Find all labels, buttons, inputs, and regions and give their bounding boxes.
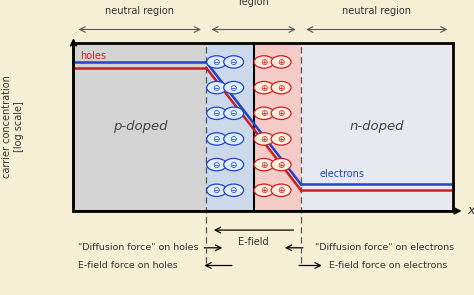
- Circle shape: [271, 158, 291, 171]
- Text: E-field force on holes: E-field force on holes: [78, 261, 178, 270]
- Text: $\oplus$: $\oplus$: [277, 185, 285, 195]
- Circle shape: [224, 133, 244, 145]
- Text: E-field force on electrons: E-field force on electrons: [329, 261, 448, 270]
- Circle shape: [271, 133, 291, 145]
- Circle shape: [271, 81, 291, 94]
- Bar: [254, 43, 301, 211]
- Bar: [301, 43, 453, 211]
- Text: neutral region: neutral region: [105, 6, 174, 16]
- Text: $\oplus$: $\oplus$: [277, 83, 285, 93]
- Text: $\ominus$: $\ominus$: [212, 57, 221, 67]
- Circle shape: [207, 56, 227, 68]
- Text: $\ominus$: $\ominus$: [212, 83, 221, 93]
- Text: $\oplus$: $\oplus$: [260, 185, 268, 195]
- Text: holes: holes: [81, 51, 107, 61]
- Text: $\oplus$: $\oplus$: [260, 108, 268, 118]
- Text: $\ominus$: $\ominus$: [229, 57, 238, 67]
- Text: $\oplus$: $\oplus$: [277, 160, 285, 170]
- Text: E-field: E-field: [238, 237, 269, 248]
- Text: n-doped: n-doped: [350, 120, 404, 133]
- Text: $\ominus$: $\ominus$: [229, 83, 238, 93]
- Text: $\ominus$: $\ominus$: [212, 160, 221, 170]
- Text: $\ominus$: $\ominus$: [229, 134, 238, 144]
- Circle shape: [224, 107, 244, 119]
- Circle shape: [254, 133, 274, 145]
- Text: neutral region: neutral region: [342, 6, 411, 16]
- Text: $\oplus$: $\oplus$: [260, 134, 268, 144]
- Circle shape: [254, 107, 274, 119]
- Circle shape: [207, 158, 227, 171]
- Text: $\oplus$: $\oplus$: [260, 83, 268, 93]
- Text: $\ominus$: $\ominus$: [212, 134, 221, 144]
- Text: "Diffusion force" on holes: "Diffusion force" on holes: [78, 243, 199, 252]
- Circle shape: [207, 133, 227, 145]
- Text: "Diffusion force" on electrons: "Diffusion force" on electrons: [315, 243, 455, 252]
- Text: $\ominus$: $\ominus$: [212, 108, 221, 118]
- Circle shape: [254, 184, 274, 196]
- Text: $\ominus$: $\ominus$: [229, 160, 238, 170]
- Text: $x$: $x$: [467, 204, 474, 217]
- Circle shape: [254, 56, 274, 68]
- Circle shape: [207, 184, 227, 196]
- Circle shape: [254, 158, 274, 171]
- Text: $\oplus$: $\oplus$: [277, 134, 285, 144]
- Circle shape: [207, 81, 227, 94]
- Circle shape: [224, 158, 244, 171]
- Bar: [73, 43, 206, 211]
- Circle shape: [254, 81, 274, 94]
- Circle shape: [224, 184, 244, 196]
- Text: $\ominus$: $\ominus$: [212, 185, 221, 195]
- Circle shape: [207, 107, 227, 119]
- Text: $\ominus$: $\ominus$: [229, 185, 238, 195]
- Circle shape: [271, 107, 291, 119]
- Text: $\oplus$: $\oplus$: [260, 57, 268, 67]
- Text: $\oplus$: $\oplus$: [277, 57, 285, 67]
- Text: $\oplus$: $\oplus$: [260, 160, 268, 170]
- Text: p-doped: p-doped: [113, 120, 167, 133]
- Circle shape: [271, 184, 291, 196]
- Text: $\ominus$: $\ominus$: [229, 108, 238, 118]
- Bar: [206, 43, 254, 211]
- Circle shape: [224, 81, 244, 94]
- Text: electrons: electrons: [320, 169, 365, 179]
- Circle shape: [224, 56, 244, 68]
- Text: space
charge
region: space charge region: [237, 0, 270, 7]
- Text: $\oplus$: $\oplus$: [277, 108, 285, 118]
- Bar: [73, 43, 453, 211]
- Circle shape: [271, 56, 291, 68]
- Text: carrier concentration
[log scale]: carrier concentration [log scale]: [2, 76, 24, 178]
